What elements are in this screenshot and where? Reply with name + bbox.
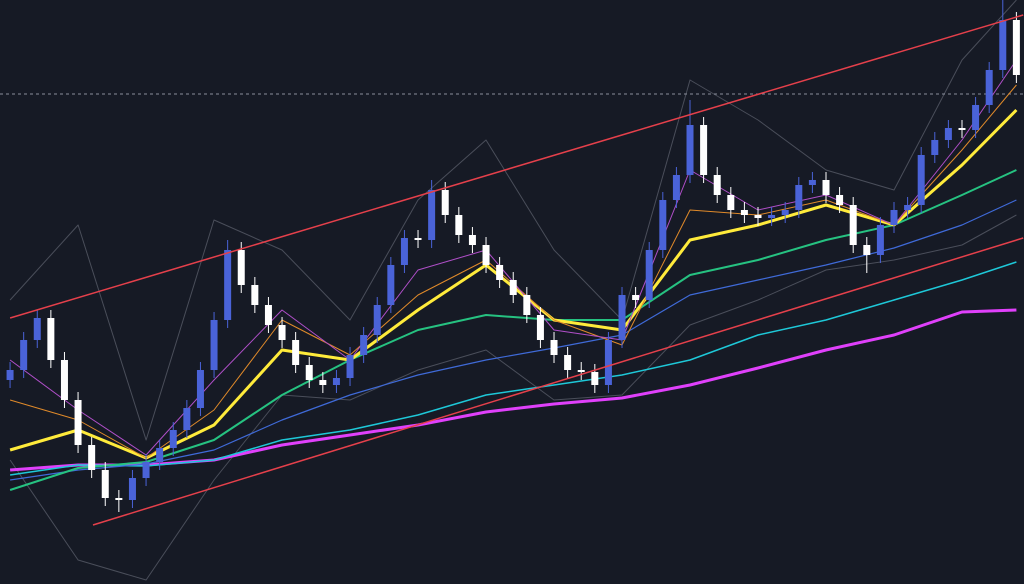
candle-body: [6, 370, 14, 380]
candle-body: [849, 205, 857, 245]
candle-body: [332, 378, 340, 385]
candle-body: [373, 305, 381, 335]
candle-body: [346, 355, 354, 378]
candle-body: [700, 125, 708, 175]
band-line: [9, 214, 1017, 581]
candle-body: [931, 140, 939, 155]
candle-body: [482, 245, 490, 265]
candle-body: [237, 250, 245, 285]
candle-body: [768, 215, 776, 218]
candle-body: [985, 70, 993, 105]
candle-body: [781, 210, 789, 215]
trend-line: [92, 237, 1024, 526]
candle-body: [224, 250, 232, 320]
candle-body: [917, 155, 925, 205]
candle-body: [672, 175, 680, 200]
moving-average-line: [9, 169, 1017, 491]
candle-body: [169, 430, 177, 448]
candle-body: [876, 225, 884, 255]
candle-body: [183, 408, 191, 430]
candle-body: [60, 360, 68, 400]
candle-body: [550, 340, 558, 355]
candle-body: [904, 205, 912, 210]
candle-body: [1012, 20, 1020, 75]
candle-body: [536, 315, 544, 340]
candle-body: [305, 365, 313, 380]
candle-body: [958, 128, 966, 130]
candle-body: [713, 175, 721, 195]
candle-body: [292, 340, 300, 365]
candle-body: [278, 325, 286, 340]
candle-body: [999, 20, 1007, 70]
candle-body: [740, 210, 748, 215]
candle-body: [686, 125, 694, 175]
candle-body: [659, 200, 667, 250]
candle-body: [808, 180, 816, 185]
candle-body: [523, 295, 531, 315]
candle-body: [645, 250, 653, 300]
candle-body: [618, 295, 626, 340]
candle-body: [33, 318, 41, 340]
candle-body: [509, 280, 517, 295]
candle-body: [428, 190, 436, 240]
candle-body: [564, 355, 572, 370]
candle-body: [400, 238, 408, 265]
candle-body: [156, 448, 164, 462]
trend-line: [9, 14, 1024, 319]
candle-body: [822, 180, 830, 195]
candle-body: [414, 238, 422, 240]
band-line: [9, 0, 1017, 441]
candle-body: [441, 190, 449, 215]
candle-body: [196, 370, 204, 408]
candle-body: [387, 265, 395, 305]
candle-body: [632, 295, 640, 300]
moving-average-line: [9, 261, 1017, 476]
candle-body: [210, 320, 218, 370]
candle-body: [795, 185, 803, 210]
candle-body: [88, 445, 96, 470]
moving-average-line: [10, 199, 1017, 481]
candle-body: [47, 318, 55, 360]
candle-body: [128, 478, 136, 500]
candle-body: [115, 498, 123, 500]
candle-body: [604, 340, 612, 385]
candle-body: [74, 400, 82, 445]
candle-body: [972, 105, 980, 130]
candle-body: [360, 335, 368, 355]
candle-body: [727, 195, 735, 210]
moving-average-line: [9, 108, 1018, 460]
candle-body: [890, 210, 898, 225]
candle-body: [20, 340, 28, 370]
candle-body: [577, 370, 585, 372]
candle-body: [944, 128, 952, 140]
candle-body: [836, 195, 844, 205]
candle-body: [591, 372, 599, 385]
candle-body: [754, 215, 762, 218]
candle-body: [455, 215, 463, 235]
candle-body: [496, 265, 504, 280]
candle-body: [101, 470, 109, 498]
moving-average-line: [9, 59, 1017, 456]
candle-body: [863, 245, 871, 255]
candle-body: [142, 462, 150, 478]
candle-body: [319, 380, 327, 385]
candle-body: [468, 235, 476, 245]
candle-body: [251, 285, 259, 305]
candle-body: [264, 305, 272, 325]
